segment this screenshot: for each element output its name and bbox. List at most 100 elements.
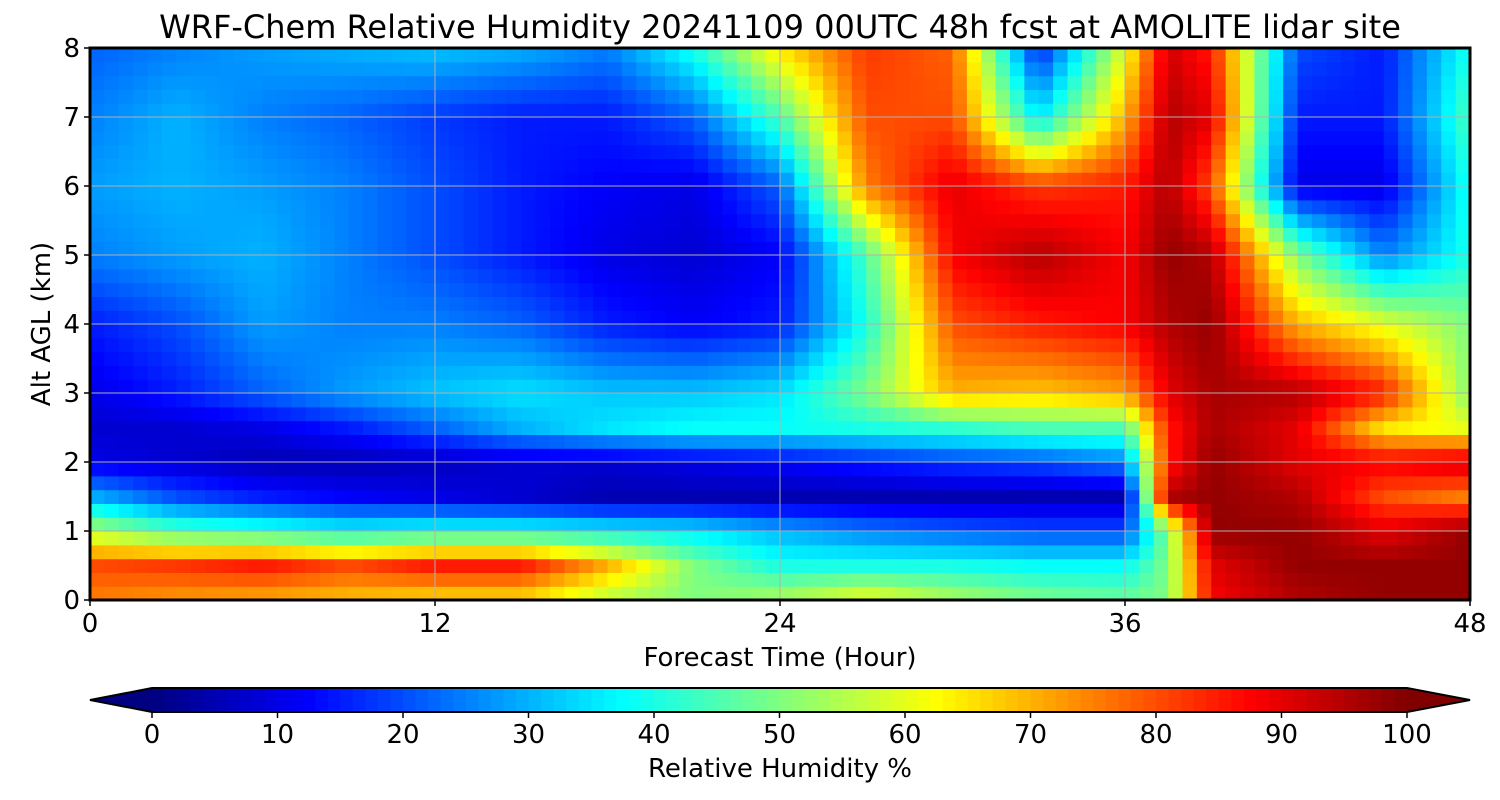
heatmap-cell [837, 296, 853, 311]
heatmap-cell [693, 75, 709, 90]
heatmap-cell [305, 365, 321, 380]
heatmap-cell [435, 89, 450, 104]
heatmap-cell [880, 199, 896, 215]
heatmap-cell [1053, 365, 1069, 380]
heatmap-cell [1398, 255, 1414, 270]
heatmap-cell [133, 420, 149, 435]
heatmap-cell [938, 310, 954, 325]
heatmap-cell [1355, 503, 1370, 518]
heatmap-cell [550, 186, 565, 201]
heatmap-cell [463, 268, 479, 284]
heatmap-cell [1355, 199, 1370, 215]
heatmap-cell [104, 227, 120, 242]
heatmap-cell [133, 544, 149, 560]
heatmap-cell [348, 103, 364, 118]
heatmap-cell [909, 117, 925, 132]
heatmap-cell [550, 365, 565, 380]
heatmap-cell [866, 434, 882, 449]
heatmap-cell [1110, 268, 1126, 284]
heatmap-cell [1153, 324, 1169, 339]
heatmap-cell [1010, 213, 1025, 228]
heatmap-cell [679, 462, 695, 477]
heatmap-cell [593, 172, 609, 187]
heatmap-cell [665, 186, 680, 201]
heatmap-cell [1182, 324, 1198, 339]
heatmap-cell [478, 227, 494, 242]
heatmap-cell [1369, 558, 1385, 573]
x-tick-label: 12 [418, 609, 451, 639]
heatmap-cell [305, 255, 321, 270]
heatmap-cell [1268, 531, 1284, 546]
heatmap-cell [1268, 199, 1284, 215]
heatmap-cell [391, 117, 407, 132]
heatmap-cell [1024, 310, 1040, 325]
heatmap-cell [248, 489, 264, 504]
heatmap-cell [478, 475, 494, 491]
heatmap-cell [1297, 586, 1313, 600]
heatmap-cell [938, 586, 954, 600]
heatmap-cell [420, 586, 436, 600]
heatmap-cell [377, 310, 393, 325]
heatmap-cell [276, 48, 292, 63]
heatmap-cell [794, 503, 810, 518]
heatmap-cell [765, 503, 781, 518]
heatmap-cell [205, 406, 220, 422]
heatmap-cell [1240, 213, 1255, 228]
heatmap-cell [1053, 103, 1069, 118]
heatmap-cell [1168, 379, 1184, 394]
heatmap-cell [1283, 337, 1299, 353]
heatmap-cell [1139, 544, 1155, 560]
heatmap-cell [1297, 406, 1313, 422]
heatmap-cell [463, 199, 479, 215]
heatmap-cell [636, 296, 652, 311]
heatmap-cell [420, 117, 436, 132]
heatmap-cell [1340, 406, 1356, 422]
heatmap-cell [923, 144, 939, 159]
heatmap-cell [909, 462, 925, 477]
heatmap-cell [708, 572, 724, 587]
heatmap-cell [1211, 172, 1227, 187]
heatmap-cell [564, 572, 580, 587]
heatmap-cell [133, 531, 149, 546]
heatmap-cell [1383, 227, 1399, 242]
heatmap-cell [334, 172, 350, 187]
heatmap-cell [1225, 199, 1241, 215]
heatmap-cell [161, 296, 177, 311]
heatmap-cell [262, 337, 278, 353]
heatmap-cell [276, 255, 292, 270]
heatmap-cell [90, 448, 105, 463]
heatmap-cell [1355, 544, 1370, 560]
heatmap-cell [564, 531, 580, 546]
heatmap-cell [435, 172, 450, 187]
heatmap-cell [1024, 351, 1040, 366]
heatmap-cell [1412, 475, 1428, 491]
heatmap-cell [205, 324, 220, 339]
heatmap-cell [478, 172, 494, 187]
heatmap-cell [1153, 172, 1169, 187]
heatmap-cell [621, 503, 637, 518]
heatmap-cell [190, 531, 206, 546]
heatmap-cell [952, 365, 968, 380]
heatmap-cell [679, 448, 695, 463]
heatmap-cell [1038, 379, 1054, 394]
heatmap-cell [1383, 103, 1399, 118]
heatmap-cell [1225, 420, 1241, 435]
heatmap-cell [1340, 310, 1356, 325]
heatmap-cell [952, 324, 968, 339]
heatmap-cell [780, 365, 795, 380]
heatmap-cell [176, 448, 192, 463]
heatmap-cell [1240, 406, 1255, 422]
heatmap-cell [363, 420, 379, 435]
heatmap-cell [679, 379, 695, 394]
heatmap-cell [607, 268, 623, 284]
heatmap-cell [736, 448, 752, 463]
heatmap-cell [1053, 61, 1069, 77]
heatmap-cell [1038, 213, 1054, 228]
heatmap-cell [291, 296, 307, 311]
heatmap-cell [851, 144, 867, 159]
heatmap-cell [492, 158, 508, 173]
heatmap-cell [1426, 558, 1442, 573]
heatmap-cell [1398, 75, 1414, 90]
heatmap-cell [966, 324, 982, 339]
heatmap-cell [636, 61, 652, 77]
